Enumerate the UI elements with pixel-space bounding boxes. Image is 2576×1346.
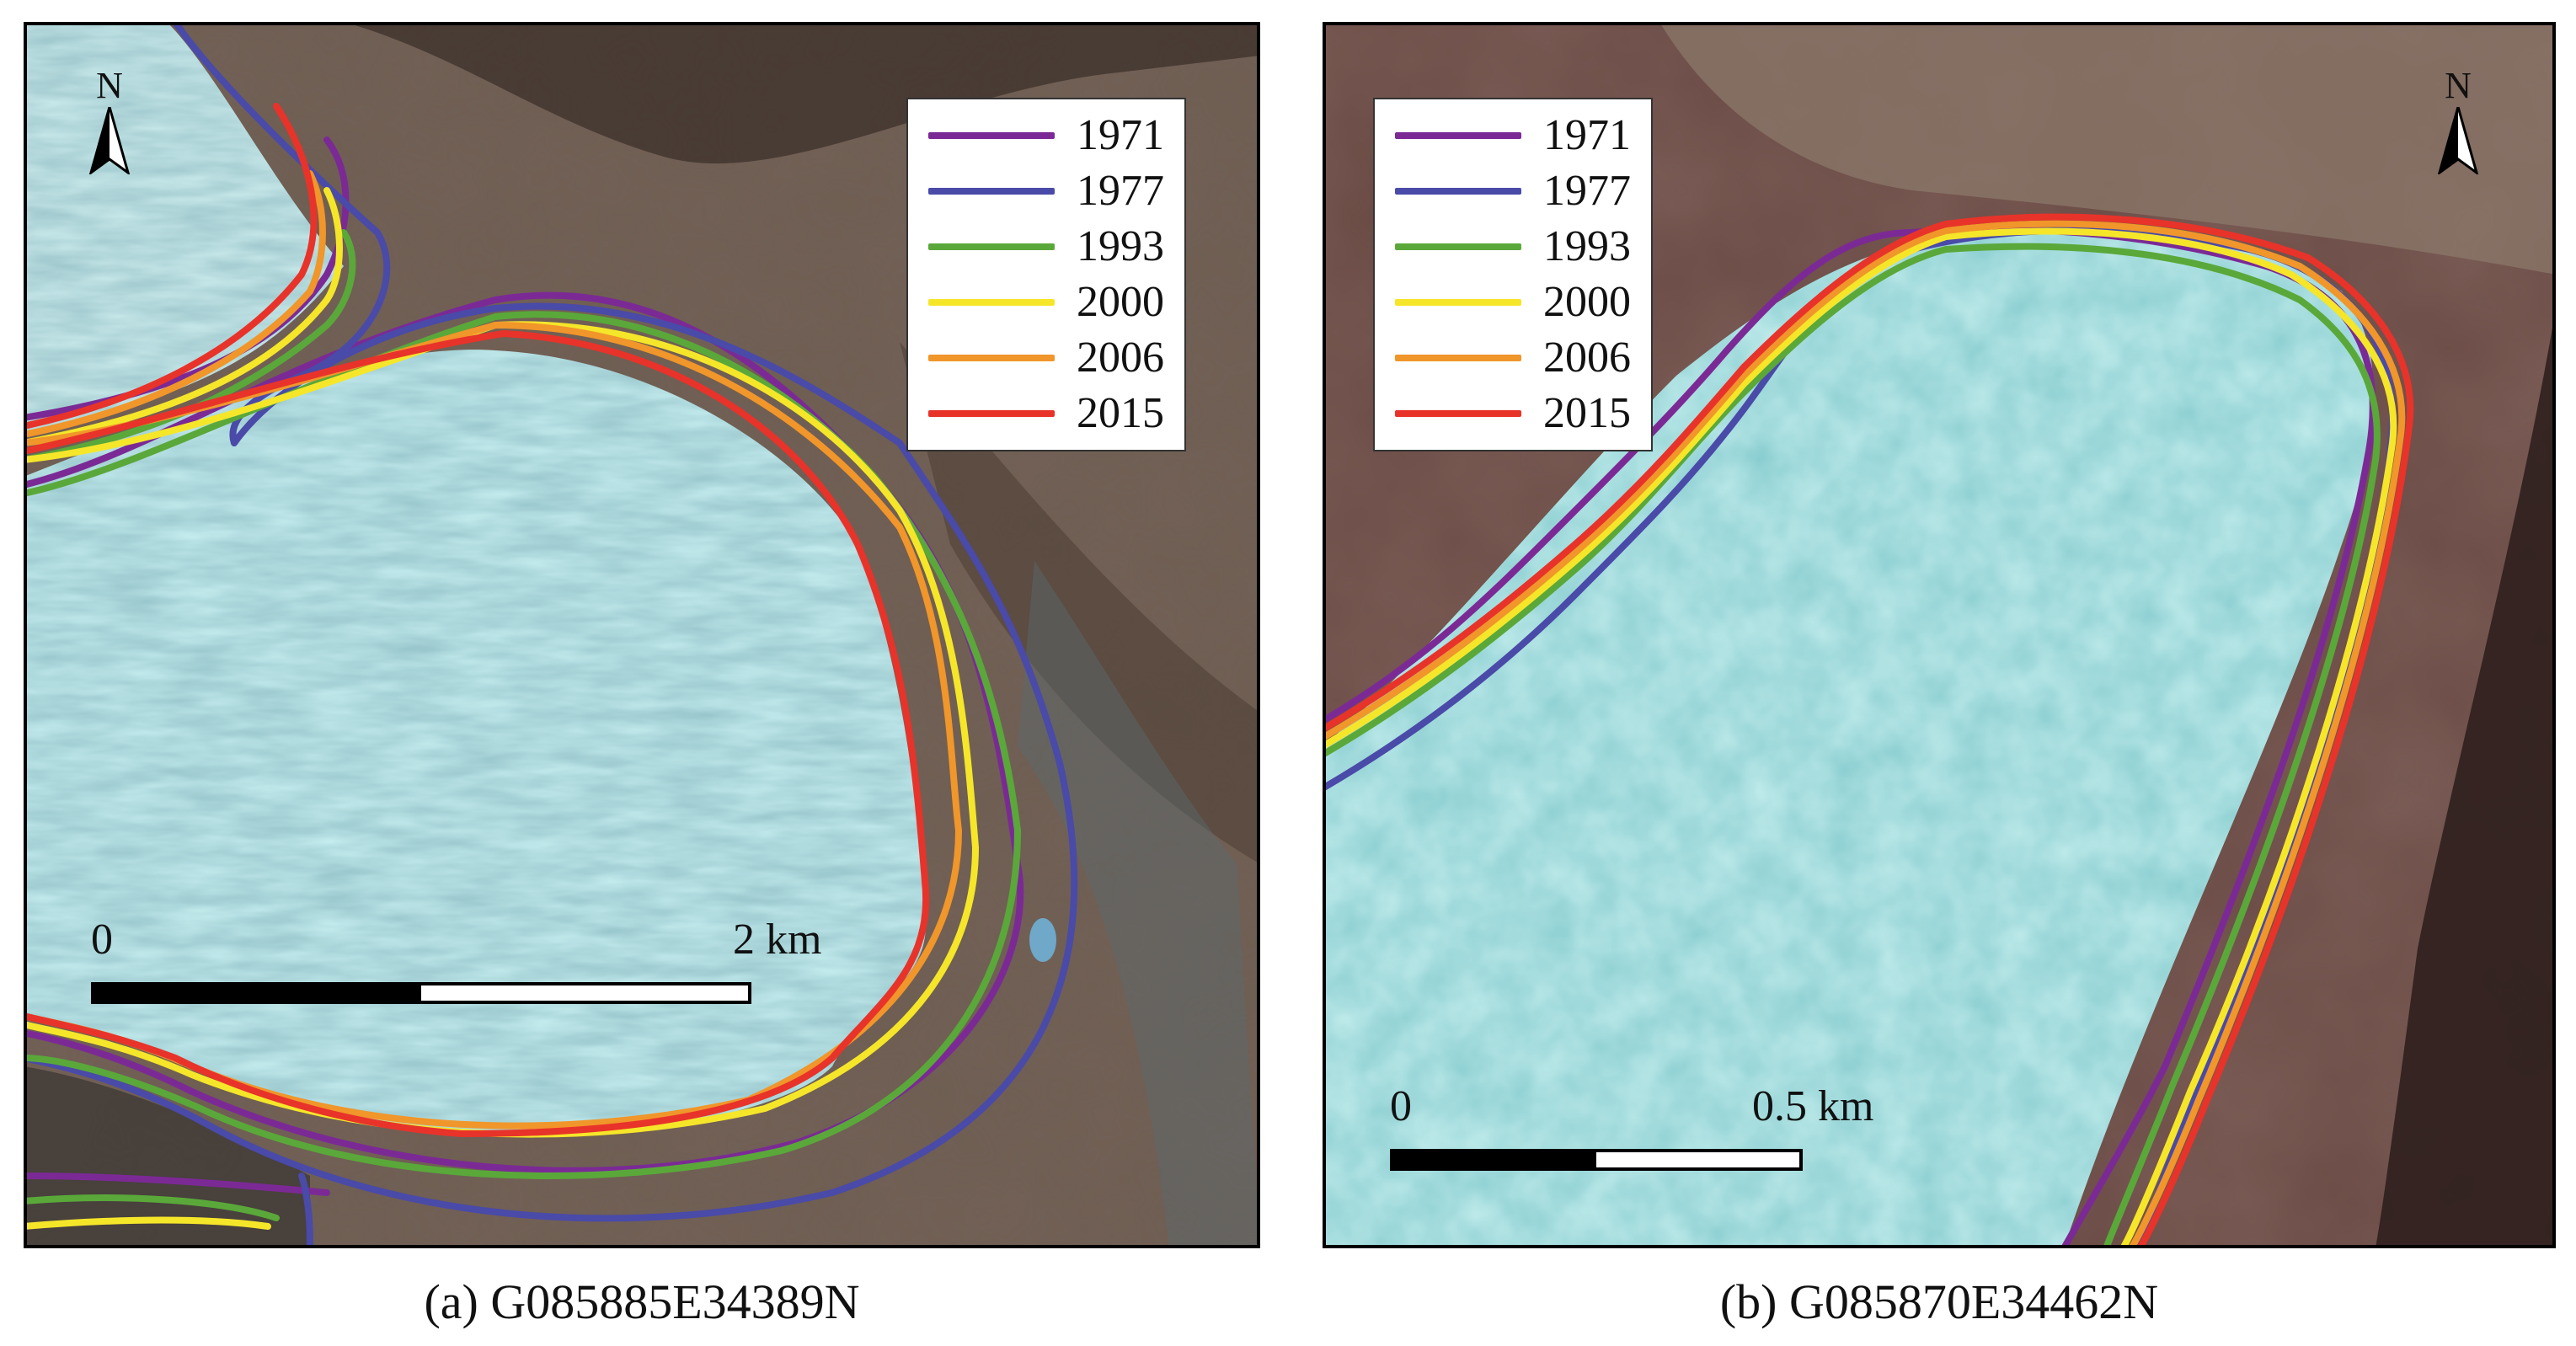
legend-item: 2015 [928, 386, 1164, 441]
north-arrow-b: N [2433, 64, 2483, 174]
legend-swatch [1395, 299, 1521, 306]
legend-swatch [928, 188, 1055, 195]
map-panel-b: N 1971 1977 1993 2000 2006 2015 [1323, 22, 2556, 1248]
legend-b: 1971 1977 1993 2000 2006 2015 [1373, 98, 1653, 451]
scale-start-label: 0 [1390, 1082, 1412, 1130]
scale-bar-graphic [91, 982, 751, 1004]
north-arrow-icon [88, 107, 131, 174]
outline-2000-b [1323, 227, 2397, 1248]
map-frame-b [1323, 22, 2556, 1248]
legend-item: 1971 [1395, 108, 1631, 163]
north-label-a: N [96, 65, 123, 106]
caption-a: (a) G085885E34389N [424, 1274, 860, 1329]
map-panel-a: N 1971 1977 1993 2000 2006 2015 [24, 22, 1260, 1248]
map-frame-a [24, 22, 1260, 1248]
legend-swatch [928, 299, 1055, 306]
outline-2006-b [1323, 220, 2406, 1248]
legend-label: 1993 [1077, 222, 1164, 270]
legend-swatch [1395, 132, 1521, 139]
legend-item: 1993 [1395, 219, 1631, 275]
scale-start-label: 0 [91, 916, 113, 964]
legend-item: 1993 [928, 219, 1164, 275]
legend-label: 1977 [1077, 167, 1164, 215]
scale-bar-a: 0 2 km [91, 915, 849, 1016]
outline-2006-a [24, 170, 962, 1130]
outline-1993-a [24, 229, 1021, 1221]
outline-2015-a [24, 103, 930, 1137]
legend-item: 2000 [928, 275, 1164, 330]
scale-bar-graphic [1390, 1149, 1803, 1171]
legend-label: 2000 [1543, 278, 1631, 326]
legend-item: 2006 [928, 330, 1164, 386]
legend-swatch [928, 410, 1055, 417]
legend-swatch [928, 355, 1055, 361]
legend-label: 1993 [1543, 222, 1631, 270]
outline-2015-b [1323, 213, 2414, 1248]
legend-label: 2015 [1543, 389, 1631, 437]
legend-label: 1971 [1543, 111, 1631, 159]
legend-a: 1971 1977 1993 2000 2006 2015 [906, 98, 1186, 451]
legend-label: 2000 [1077, 278, 1164, 326]
legend-swatch [1395, 243, 1521, 250]
scale-end-label: 0.5 km [1752, 1082, 1874, 1130]
legend-label: 2015 [1077, 389, 1164, 437]
scale-bar-b: 0 0.5 km [1390, 1082, 1980, 1183]
legend-label: 1971 [1077, 111, 1164, 159]
north-arrow-a: N [84, 64, 135, 174]
legend-item: 2006 [1395, 330, 1631, 386]
legend-swatch [928, 243, 1055, 250]
legend-item: 2000 [1395, 275, 1631, 330]
legend-swatch [1395, 188, 1521, 195]
legend-item: 1977 [1395, 163, 1631, 219]
legend-item: 1971 [928, 108, 1164, 163]
glacier-outlines-a [24, 22, 1078, 1248]
legend-label: 2006 [1077, 334, 1164, 382]
legend-item: 1977 [928, 163, 1164, 219]
legend-swatch [928, 132, 1055, 139]
legend-swatch [1395, 355, 1521, 361]
glacier-outlines-b [1323, 213, 2414, 1248]
legend-label: 2006 [1543, 334, 1631, 382]
north-label-b: N [2445, 65, 2472, 106]
legend-swatch [1395, 410, 1521, 417]
north-arrow-icon [2437, 107, 2479, 174]
caption-b: (b) G085870E34462N [1719, 1274, 2159, 1329]
outline-1977-a [24, 22, 1078, 1248]
outline-1993-b [1323, 243, 2381, 1248]
scale-end-label: 2 km [733, 916, 822, 964]
legend-item: 2015 [1395, 386, 1631, 441]
legend-label: 1977 [1543, 167, 1631, 215]
